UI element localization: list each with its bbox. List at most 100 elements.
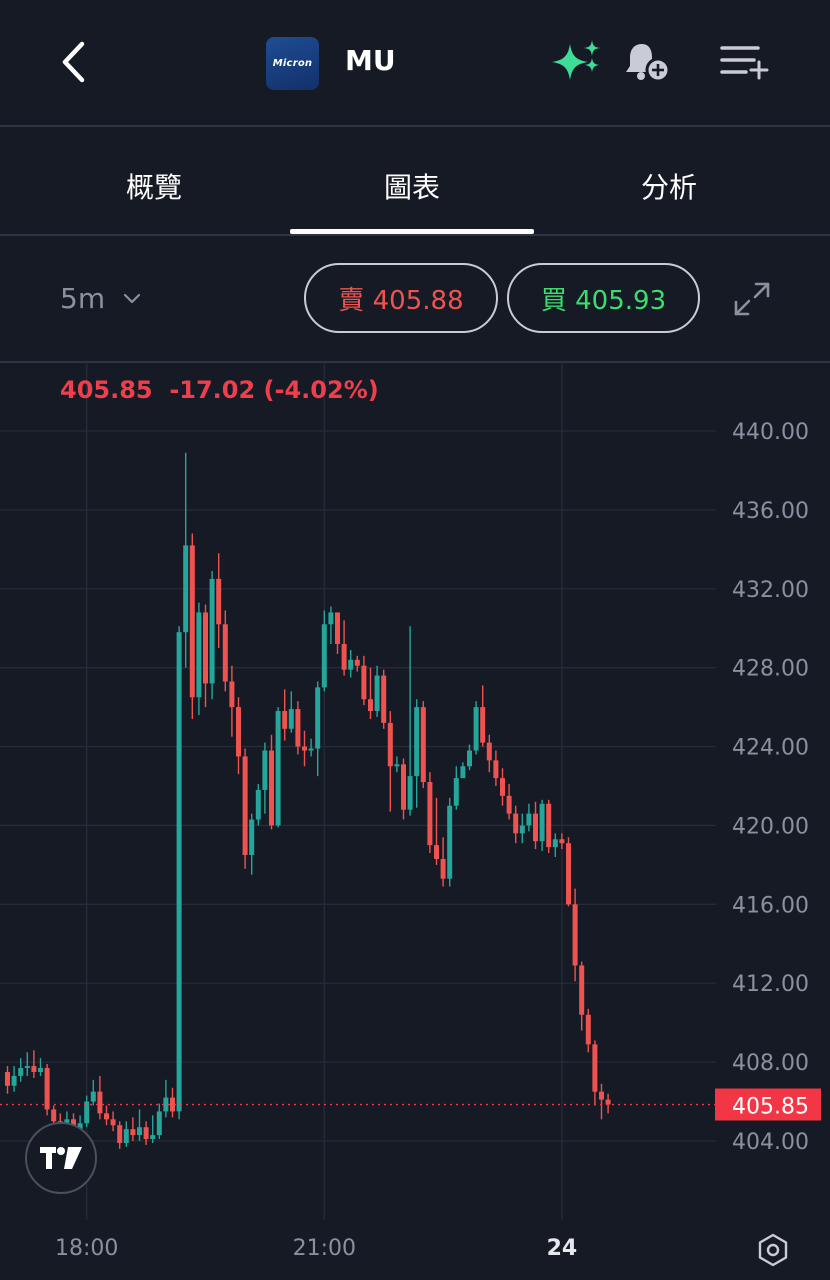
candle-body — [315, 687, 321, 749]
menu-plus-icon[interactable] — [718, 42, 770, 82]
candle-body — [374, 675, 380, 712]
candle-body — [348, 659, 354, 670]
candle-body — [5, 1071, 10, 1086]
tabs-divider — [0, 234, 830, 236]
candle-body — [249, 819, 255, 856]
candle-body — [203, 612, 208, 684]
y-tick-label: 424.00 — [732, 736, 809, 761]
candle-body — [183, 545, 189, 633]
candle-body — [427, 782, 433, 846]
candle-body — [473, 707, 479, 751]
candle-body — [189, 545, 195, 698]
ticker-symbol: MU — [345, 44, 396, 77]
x-tick-label: 24 — [546, 1236, 578, 1261]
buy-button[interactable]: 買 405.93 — [507, 263, 700, 333]
candle-body — [467, 750, 472, 767]
candle-body — [414, 707, 420, 777]
candle-body — [163, 1097, 169, 1112]
candle-body — [110, 1119, 116, 1126]
interval-selector[interactable]: 5m — [60, 282, 106, 315]
candle-body — [196, 612, 202, 698]
candle-body — [493, 760, 499, 779]
back-icon[interactable] — [52, 36, 96, 88]
y-tick-label: 416.00 — [732, 893, 809, 918]
logo-text: Micron — [272, 58, 313, 69]
candle-body — [447, 805, 453, 879]
candle-body — [302, 746, 307, 751]
candle-body — [585, 1014, 591, 1045]
candle-body — [519, 825, 525, 834]
header-divider — [0, 125, 830, 127]
y-tick-label: 412.00 — [732, 972, 809, 997]
y-tick-label: 436.00 — [732, 499, 809, 524]
candle-body — [328, 612, 334, 625]
chevron-down-icon[interactable] — [122, 292, 142, 306]
candle-body — [559, 839, 565, 844]
candle-body — [387, 722, 393, 767]
candle-body — [533, 813, 538, 842]
candle-body — [480, 707, 486, 743]
y-tick-label: 420.00 — [732, 814, 809, 839]
candle-body — [84, 1101, 90, 1124]
chart-controls: 5m 賣 405.88 買 405.93 — [0, 236, 830, 362]
candle-body — [599, 1091, 604, 1100]
expand-icon[interactable] — [732, 280, 772, 318]
candle-body — [123, 1129, 129, 1143]
candle-body — [546, 803, 552, 848]
candle-body — [130, 1129, 136, 1136]
current-price-label: 405.85 — [732, 1095, 809, 1120]
top-bar: Micron MU — [0, 0, 830, 126]
tab-analysis[interactable]: 分析 — [640, 171, 697, 204]
candlestick-chart[interactable]: 440.00 436.00 432.00 428.00 424.00 420.00 416.… — [0, 362, 830, 1220]
candle-body — [97, 1091, 103, 1114]
candle-body — [308, 748, 314, 751]
candle-body — [566, 843, 571, 905]
candle-body — [31, 1066, 37, 1072]
candle-body — [321, 624, 327, 688]
controls-divider — [0, 361, 830, 363]
settings-hex-icon[interactable] — [756, 1232, 790, 1268]
tradingview-logo-icon[interactable] — [25, 1122, 97, 1194]
candle-body — [460, 766, 466, 779]
candle-body — [77, 1123, 83, 1130]
candle-body — [434, 845, 439, 859]
tab-overview[interactable]: 概覽 — [125, 171, 182, 204]
candle-body — [236, 707, 241, 757]
time-axis: 18:00 21:00 24 — [0, 1220, 830, 1280]
candle-body — [11, 1075, 17, 1086]
candle-body — [486, 742, 492, 761]
candle-body — [506, 795, 512, 814]
bell-plus-icon[interactable] — [622, 40, 672, 84]
candle-body — [156, 1111, 162, 1136]
y-tick-label: 404.00 — [732, 1130, 809, 1155]
candle-body — [513, 813, 519, 834]
candle-body — [117, 1125, 123, 1143]
current-price-tag — [715, 1088, 821, 1121]
candle-body — [143, 1127, 149, 1140]
x-tick-label: 18:00 — [54, 1236, 119, 1261]
candle-body — [453, 778, 459, 806]
candle-body — [282, 711, 288, 729]
price-change-info: 405.85 -17.02 (-4.02%) — [60, 376, 379, 404]
candle-body — [295, 709, 301, 747]
candle-body — [361, 665, 367, 700]
candle-body — [275, 711, 281, 826]
company-logo: Micron — [266, 37, 319, 90]
candle-body — [440, 858, 446, 879]
candle-body — [407, 776, 413, 810]
sell-button[interactable]: 賣 405.88 — [304, 263, 498, 333]
y-tick-label: 428.00 — [732, 657, 809, 682]
candle-body — [401, 764, 406, 810]
candle-body — [18, 1068, 24, 1076]
candle-body — [335, 612, 340, 644]
candle-body — [104, 1113, 109, 1120]
candle-body — [176, 632, 182, 1112]
candle-body — [526, 813, 532, 826]
y-tick-label: 408.00 — [732, 1051, 809, 1076]
active-tab-indicator — [290, 229, 534, 234]
candle-body — [269, 750, 274, 826]
candle-body — [51, 1109, 57, 1122]
tab-chart[interactable]: 圖表 — [383, 171, 440, 204]
sparkle-icon[interactable] — [548, 36, 604, 88]
candle-body — [500, 778, 505, 796]
